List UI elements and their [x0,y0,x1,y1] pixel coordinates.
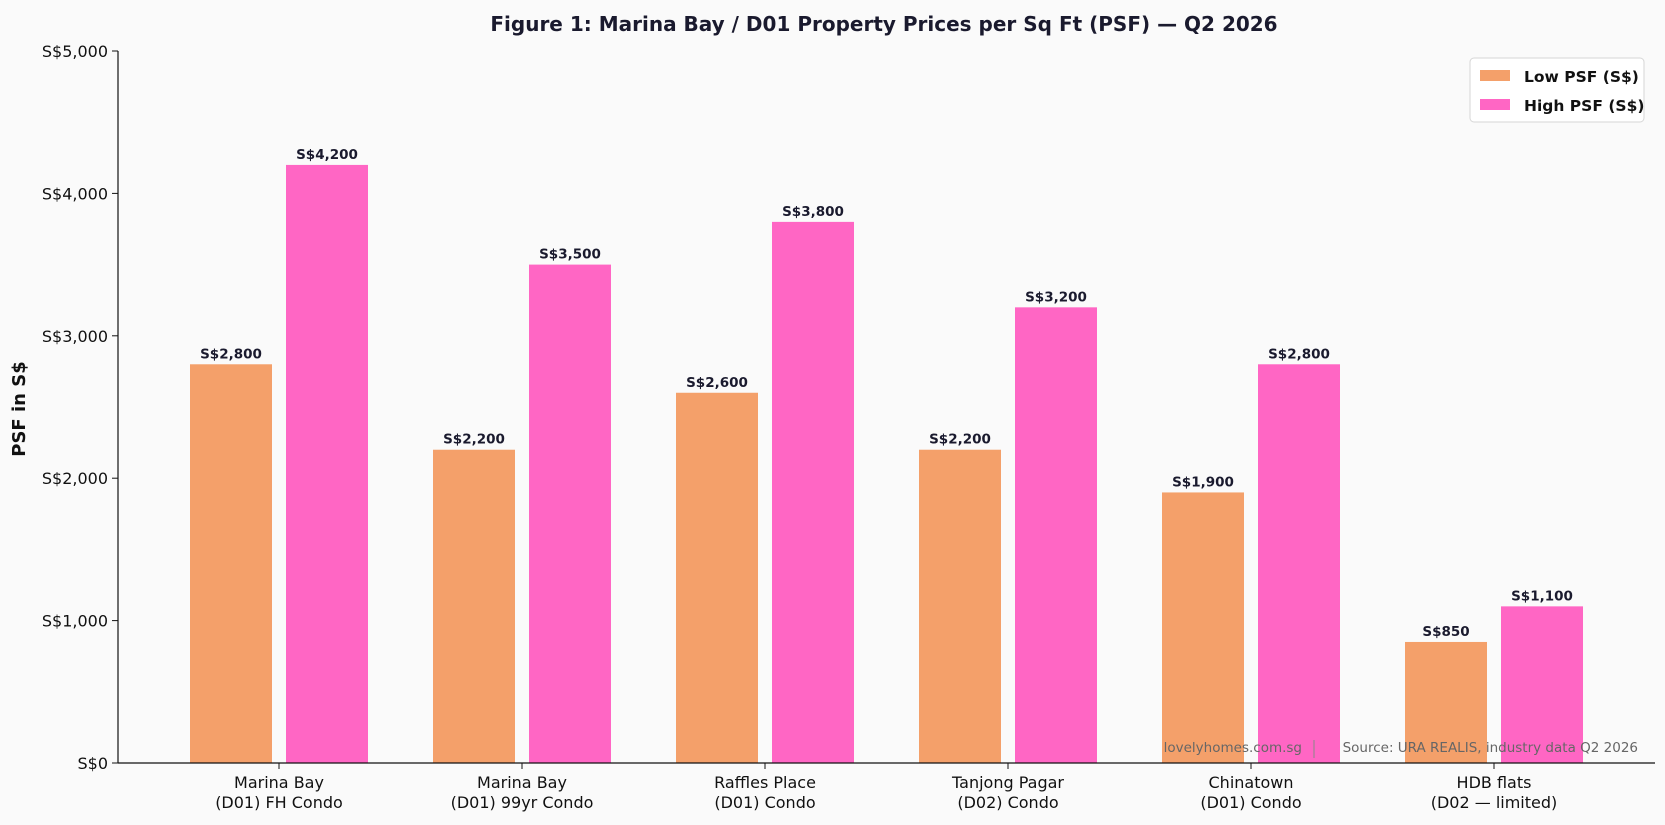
data-label-low-psf-1: S$2,800 [200,346,262,362]
x-tick-label-chinatown-d01-condo: Chinatown (D01) Condo [1200,773,1301,812]
x-tick-label-tanjong-pagar-d02-condo: Tanjong Pagar (D02) Condo [951,773,1064,812]
bar-group [190,164,1583,764]
footer-note: lovelyhomes.com.sg Source: URA REALIS, i… [1164,740,1638,758]
chart-title: Figure 1: Marina Bay / D01 Property Pric… [490,12,1277,36]
bar-high-psf-5 [1258,364,1340,763]
data-label-low-psf-2: S$2,200 [443,432,505,448]
bar-low-psf-1 [190,364,272,763]
data-label-high-psf-4: S$3,200 [1025,289,1087,305]
y-tick-label: S$1,000 [42,612,108,631]
bar-high-psf-2 [529,264,611,763]
data-label-low-psf-4: S$2,200 [929,432,991,448]
x-tick-label-raffles-place-d01-condo: Raffles Place (D01) Condo [714,773,816,812]
x-tick-label-line: Raffles Place [714,773,816,792]
bar-high-psf-3 [772,221,854,763]
data-label-low-psf-3: S$2,600 [686,375,748,391]
x-tick-label-line: Tanjong Pagar [951,773,1064,792]
legend-label-high-psf: High PSF (S$) [1524,97,1644,115]
x-tick-label-line: (D02) Condo [957,793,1058,812]
bar-low-psf-6 [1405,641,1487,763]
x-tick-label-hdb-flats-d02-limited: HDB flats (D02 — limited) [1431,773,1558,812]
y-tick-label: S$0 [77,754,108,773]
data-label-high-psf-2: S$3,500 [539,247,601,263]
y-axis: S$0 S$1,000 S$2,000 S$3,000 S$4,000 S$5,000 [42,42,119,773]
data-label-high-psf-5: S$2,800 [1268,346,1330,362]
y-axis-label: PSF in S$ [9,361,30,456]
legend-label-low-psf: Low PSF (S$) [1524,68,1639,86]
data-label-high-psf-1: S$4,200 [296,147,358,163]
x-tick-label-line: HDB flats [1457,773,1532,792]
legend-frame [1469,57,1645,123]
bar-high-psf-4 [1015,307,1097,763]
y-tick-label: S$2,000 [42,469,108,488]
data-label-low-psf-6: S$850 [1422,624,1469,640]
x-tick-label-line: (D01) Condo [1200,793,1301,812]
bar-low-psf-2 [433,449,515,763]
x-tick-label-marina-bay-d01-fh-condo: Marina Bay (D01) FH Condo [215,773,343,812]
legend: Low PSF (S$) High PSF (S$) [1469,57,1645,123]
x-tick-label-line: Chinatown [1209,773,1294,792]
y-tick-label: S$4,000 [42,184,108,203]
x-tick-label-marina-bay-d01-99yr-condo: Marina Bay (D01) 99yr Condo [451,773,594,812]
x-tick-label-line: (D01) 99yr Condo [451,793,594,812]
bar-high-psf-6 [1501,606,1583,763]
x-tick-label-line: (D02 — limited) [1431,793,1558,812]
footer-site: lovelyhomes.com.sg [1164,740,1302,756]
x-tick-label-line: (D01) Condo [714,793,815,812]
y-tick-label: S$3,000 [42,327,108,346]
x-tick-label-line: Marina Bay [234,773,324,792]
bar-high-psf-1 [286,164,368,764]
data-label-high-psf-3: S$3,800 [782,204,844,220]
legend-swatch-high-psf [1480,99,1510,110]
bar-low-psf-3 [676,392,758,763]
legend-swatch-low-psf [1480,70,1510,81]
y-tick-label: S$5,000 [42,42,108,61]
x-tick-label-line: (D01) FH Condo [215,793,343,812]
data-labels: S$2,800 S$4,200 S$2,200 S$3,500 S$2,600 S$3,8… [200,147,1573,640]
data-label-low-psf-5: S$1,900 [1172,474,1234,490]
x-tick-label-line: Marina Bay [477,773,567,792]
footer-source: Source: URA REALIS, industry data Q2 202… [1343,740,1638,756]
bar-low-psf-4 [919,449,1001,763]
data-label-high-psf-6: S$1,100 [1511,588,1573,604]
bar-low-psf-5 [1162,492,1244,763]
